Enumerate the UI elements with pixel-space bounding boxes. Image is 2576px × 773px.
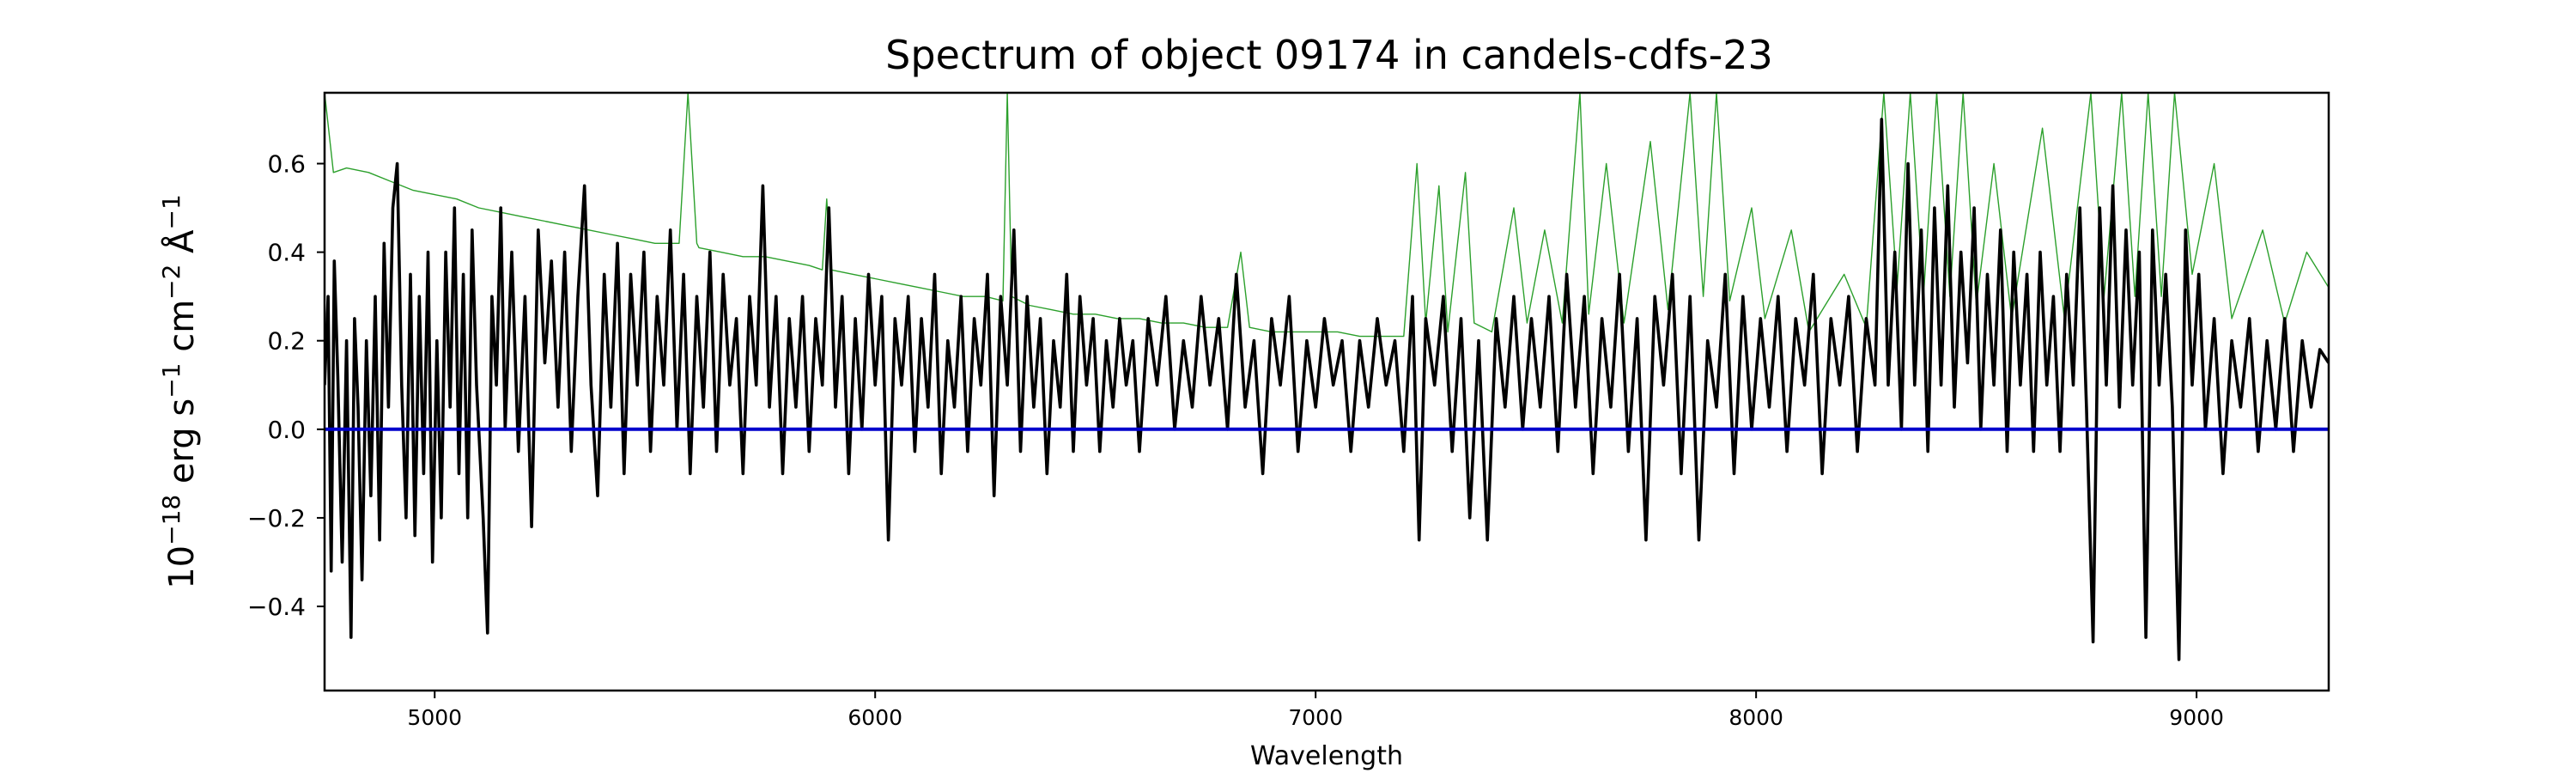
y-label-erg: erg s (162, 399, 202, 495)
y-tick-label: 0.6 (267, 149, 306, 178)
y-label-cm: cm (162, 300, 202, 363)
y-tick-label: 0.0 (267, 416, 306, 444)
y-tick-label: −0.4 (247, 593, 306, 621)
y-tick-label: −0.2 (247, 504, 306, 533)
x-tick-label: 6000 (848, 705, 902, 730)
y-tick-label: 0.2 (267, 327, 306, 356)
chart-title: Spectrum of object 09174 in candels-cdfs… (885, 32, 1773, 78)
plot-area (325, 93, 2329, 661)
x-axis-label: Wavelength (1250, 741, 1403, 771)
x-tick-label: 7000 (1288, 705, 1343, 730)
flux-series-line (325, 118, 2329, 661)
y-label-base: 10 (162, 545, 202, 589)
y-label-a-exp: −1 (157, 194, 185, 229)
x-tick-label: 9000 (2169, 705, 2224, 730)
y-axis: −0.4 −0.2 0.0 0.2 0.4 0.6 (247, 149, 325, 621)
x-tick-label: 8000 (1728, 705, 1783, 730)
y-tick-label: 0.4 (267, 239, 306, 267)
x-axis: 5000 6000 7000 8000 9000 (407, 691, 2224, 730)
y-label-angstrom: Å (161, 229, 202, 265)
y-axis-label: 10−18 erg s−1 cm−2 Å−1 (157, 194, 202, 589)
x-tick-label: 5000 (407, 705, 462, 730)
y-label-cm-exp: −2 (157, 265, 185, 300)
y-label-exp: −18 (157, 495, 185, 545)
plot-frame (323, 91, 2330, 692)
y-label-s-exp: −1 (157, 363, 185, 399)
